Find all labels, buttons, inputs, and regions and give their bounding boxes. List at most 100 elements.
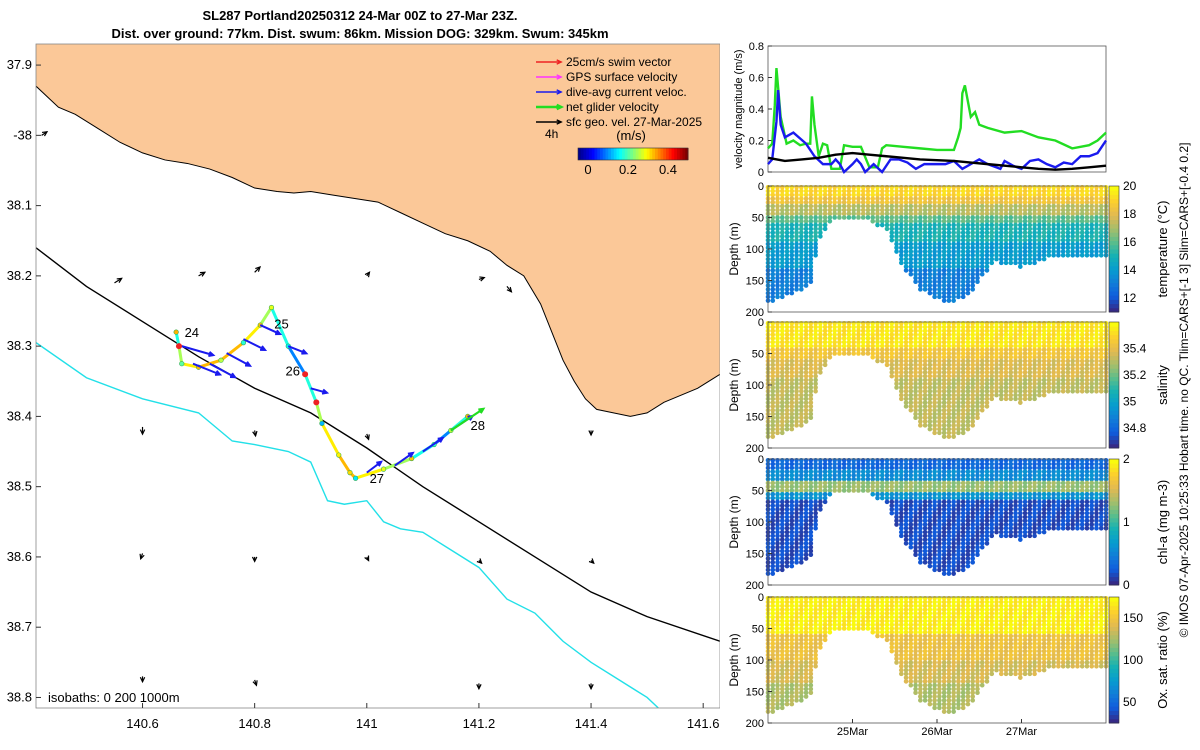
profile-point — [1056, 241, 1061, 247]
profile-point — [975, 260, 980, 266]
profile-point — [989, 211, 995, 217]
profile-point — [984, 237, 990, 243]
profile-point — [970, 256, 976, 262]
profile-point — [803, 211, 809, 217]
profile-point — [808, 245, 814, 251]
profile-point — [1022, 218, 1028, 224]
profile-point — [770, 196, 776, 201]
profile-point — [870, 196, 876, 201]
profile-point — [932, 245, 937, 251]
profile-point — [799, 560, 804, 565]
profile-point — [813, 211, 818, 217]
profile-point — [903, 260, 909, 266]
profile-point — [822, 207, 828, 213]
profile-cast-0-23 — [875, 184, 880, 228]
profile-point — [932, 256, 937, 262]
profile-point — [870, 192, 876, 198]
profile-point — [941, 271, 947, 277]
geo-vector-1-head — [116, 277, 123, 283]
current-vector-3-head — [244, 361, 253, 367]
profile-point — [889, 218, 895, 224]
profile-point — [927, 207, 933, 213]
profile-point — [1070, 389, 1075, 394]
profile-colorbar-cell-0-12 — [1109, 257, 1119, 263]
profile-point — [946, 230, 952, 235]
profile-point — [1046, 230, 1052, 235]
profile-point — [1046, 526, 1052, 531]
profile-point — [856, 203, 861, 209]
profile-point — [1056, 215, 1061, 220]
profile-point — [998, 192, 1004, 198]
profile-point — [937, 275, 942, 281]
profile-point — [1084, 196, 1090, 201]
profile-point — [1046, 192, 1052, 198]
profile-point — [770, 203, 776, 209]
track-point-0 — [173, 329, 179, 335]
profile-point — [941, 287, 947, 292]
profile-point — [1032, 196, 1037, 201]
profile-point — [1046, 207, 1052, 213]
profile-point — [1070, 526, 1075, 531]
profile-point — [803, 196, 809, 201]
profile-point — [803, 268, 809, 273]
profile-point — [960, 218, 966, 224]
profile-colorbar-cell-1-16 — [1109, 376, 1119, 382]
profile-colorbar-cell-1-15 — [1109, 380, 1119, 386]
track-point-12 — [336, 452, 342, 458]
net-velocity-arrow-shaft — [450, 407, 484, 432]
profile-point — [1079, 234, 1085, 239]
profile-point — [1070, 211, 1075, 217]
profile-point — [970, 218, 976, 224]
y-tick-label-7: 38.6 — [7, 549, 32, 564]
profile-point — [813, 196, 818, 201]
profile-point — [932, 188, 937, 194]
profile-point — [775, 215, 780, 220]
profile-point — [922, 268, 928, 273]
profile-point — [789, 271, 795, 277]
profile-point — [956, 241, 961, 247]
profile-point — [789, 256, 795, 262]
profile-point — [884, 226, 890, 232]
profile-point — [1084, 234, 1090, 239]
profile-point — [903, 200, 909, 205]
colorbar-cell-25 — [646, 148, 650, 160]
current-vector-0-head — [208, 351, 216, 357]
profile-point — [1041, 241, 1047, 247]
profile-point — [818, 188, 823, 194]
profile-point — [1075, 207, 1080, 213]
profile-point — [784, 230, 790, 235]
profile-point — [960, 200, 966, 205]
profile-point — [975, 271, 980, 277]
profile-point — [808, 264, 814, 269]
profile-point — [889, 215, 895, 220]
profile-point — [799, 275, 804, 281]
profile-point — [870, 207, 876, 213]
profile-point — [994, 529, 999, 535]
profile-point — [1022, 196, 1028, 201]
profile-point — [1032, 245, 1037, 251]
profile-cast-0-1 — [770, 184, 776, 303]
current-vector-2-shaft — [209, 362, 236, 379]
profile-point — [975, 237, 980, 243]
profile-point — [808, 237, 814, 243]
profile-cast-2-1 — [770, 457, 776, 576]
profile-point — [1027, 215, 1033, 220]
profile-point — [898, 396, 904, 402]
profile-point — [951, 268, 956, 273]
profile-point — [770, 287, 776, 292]
profile-point — [970, 264, 976, 269]
profile-point — [1032, 207, 1037, 213]
profile-point — [784, 268, 790, 273]
profile-cast-2-39 — [951, 457, 956, 576]
profile-point — [918, 256, 923, 262]
profile-point — [870, 211, 876, 217]
profile-point — [918, 271, 923, 277]
profile-point — [956, 256, 961, 262]
profile-cast-0-36 — [937, 184, 942, 300]
profile-cast-2-46 — [984, 457, 990, 546]
profile-point — [808, 279, 814, 285]
colorbar-cell-4 — [589, 148, 593, 160]
profile-point — [789, 279, 795, 285]
profile-point — [979, 218, 985, 224]
profile-cast-0-49 — [998, 184, 1004, 266]
